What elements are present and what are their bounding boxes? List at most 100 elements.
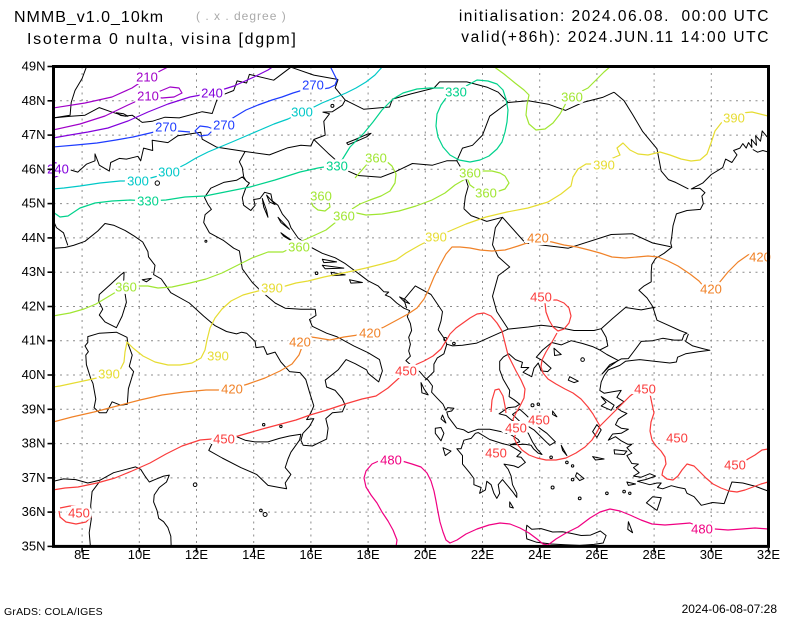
- svg-text:450: 450: [485, 446, 507, 461]
- svg-text:8E: 8E: [74, 547, 90, 562]
- svg-text:210: 210: [136, 70, 158, 85]
- svg-text:360: 360: [475, 186, 497, 201]
- svg-text:300: 300: [127, 174, 149, 189]
- svg-text:360: 360: [310, 189, 332, 204]
- svg-text:300: 300: [127, 174, 149, 189]
- svg-text:41N: 41N: [22, 333, 46, 348]
- svg-text:26E: 26E: [585, 547, 608, 562]
- svg-text:37N: 37N: [22, 470, 46, 485]
- svg-text:35N: 35N: [22, 538, 46, 553]
- svg-text:390: 390: [593, 158, 615, 173]
- svg-text:270: 270: [302, 78, 324, 93]
- svg-text:42N: 42N: [22, 299, 46, 314]
- svg-text:16E: 16E: [299, 547, 322, 562]
- svg-text:450: 450: [485, 446, 507, 461]
- svg-text:450: 450: [634, 382, 656, 397]
- svg-text:420: 420: [527, 231, 549, 246]
- svg-text:480: 480: [691, 522, 713, 537]
- svg-text:32E: 32E: [757, 547, 780, 562]
- svg-text:45N: 45N: [22, 196, 46, 211]
- svg-text:22E: 22E: [471, 547, 494, 562]
- svg-text:47N: 47N: [22, 127, 46, 142]
- svg-text:420: 420: [527, 231, 549, 246]
- svg-text:360: 360: [459, 166, 481, 181]
- svg-text:300: 300: [158, 165, 180, 180]
- svg-text:450: 450: [634, 382, 656, 397]
- svg-text:420: 420: [700, 282, 722, 297]
- svg-text:Isoterma 0 nulta, visina [dgpm: Isoterma 0 nulta, visina [dgpm]: [27, 31, 298, 48]
- svg-text:360: 360: [561, 90, 583, 105]
- svg-text:330: 330: [326, 159, 348, 174]
- svg-text:420: 420: [289, 335, 311, 350]
- svg-text:210: 210: [137, 89, 159, 104]
- svg-text:49N: 49N: [22, 59, 46, 74]
- svg-text:450: 450: [505, 421, 527, 436]
- svg-text:450: 450: [666, 431, 688, 446]
- svg-text:270: 270: [155, 120, 177, 135]
- svg-text:270: 270: [213, 118, 235, 133]
- svg-text:450: 450: [528, 413, 550, 428]
- svg-text:360: 360: [115, 280, 137, 295]
- svg-text:450: 450: [68, 506, 90, 521]
- svg-text:240: 240: [201, 86, 223, 101]
- svg-text:330: 330: [445, 85, 467, 100]
- svg-text:360: 360: [333, 209, 355, 224]
- svg-text:480: 480: [380, 453, 402, 468]
- svg-text:330: 330: [326, 159, 348, 174]
- svg-text:390: 390: [425, 230, 447, 245]
- svg-text:420: 420: [700, 282, 722, 297]
- svg-text:390: 390: [261, 281, 283, 296]
- svg-text:450: 450: [724, 458, 746, 473]
- svg-text:450: 450: [724, 458, 746, 473]
- svg-text:450: 450: [68, 506, 90, 521]
- svg-text:18E: 18E: [357, 547, 380, 562]
- svg-text:390: 390: [425, 230, 447, 245]
- svg-text:360: 360: [115, 280, 137, 295]
- svg-text:43N: 43N: [22, 264, 46, 279]
- svg-text:270: 270: [213, 118, 235, 133]
- svg-text:valid(+86h): 2024.JUN.11 14:00: valid(+86h): 2024.JUN.11 14:00 UTC: [461, 29, 770, 46]
- svg-text:390: 390: [593, 158, 615, 173]
- svg-text:14E: 14E: [242, 547, 265, 562]
- svg-text:450: 450: [213, 432, 235, 447]
- svg-text:360: 360: [288, 240, 310, 255]
- svg-text:2024-06-08-07:28: 2024-06-08-07:28: [682, 602, 778, 616]
- svg-text:420: 420: [359, 326, 381, 341]
- svg-text:480: 480: [691, 522, 713, 537]
- svg-text:240: 240: [201, 86, 223, 101]
- svg-text:330: 330: [445, 85, 467, 100]
- svg-text:450: 450: [530, 290, 552, 305]
- svg-text:28E: 28E: [643, 547, 666, 562]
- svg-text:360: 360: [475, 186, 497, 201]
- svg-text:( . x . degree ): ( . x . degree ): [196, 9, 287, 23]
- svg-text:420: 420: [289, 335, 311, 350]
- svg-text:40N: 40N: [22, 367, 46, 382]
- svg-text:420: 420: [359, 326, 381, 341]
- svg-text:38N: 38N: [22, 436, 46, 451]
- svg-text:20E: 20E: [414, 547, 437, 562]
- svg-text:450: 450: [530, 290, 552, 305]
- svg-text:390: 390: [723, 111, 745, 126]
- svg-text:390: 390: [98, 367, 120, 382]
- svg-text:30E: 30E: [700, 547, 723, 562]
- svg-text:450: 450: [666, 431, 688, 446]
- svg-text:300: 300: [291, 105, 313, 120]
- svg-text:360: 360: [365, 151, 387, 166]
- svg-text:420: 420: [749, 250, 771, 265]
- svg-text:390: 390: [261, 281, 283, 296]
- svg-text:450: 450: [505, 421, 527, 436]
- svg-text:270: 270: [302, 78, 324, 93]
- svg-text:360: 360: [365, 151, 387, 166]
- svg-text:360: 360: [310, 189, 332, 204]
- svg-text:390: 390: [207, 349, 229, 364]
- svg-text:330: 330: [137, 194, 159, 209]
- svg-text:420: 420: [221, 382, 243, 397]
- svg-text:210: 210: [136, 70, 158, 85]
- svg-text:12E: 12E: [185, 547, 208, 562]
- svg-text:NMMB_v1.0_10km: NMMB_v1.0_10km: [14, 9, 164, 26]
- svg-text:24E: 24E: [528, 547, 551, 562]
- svg-text:10E: 10E: [128, 547, 151, 562]
- svg-text:48N: 48N: [22, 93, 46, 108]
- svg-text:450: 450: [528, 413, 550, 428]
- svg-text:initialisation: 2024.06.08. 0: initialisation: 2024.06.08. 00:00 UTC: [459, 8, 770, 25]
